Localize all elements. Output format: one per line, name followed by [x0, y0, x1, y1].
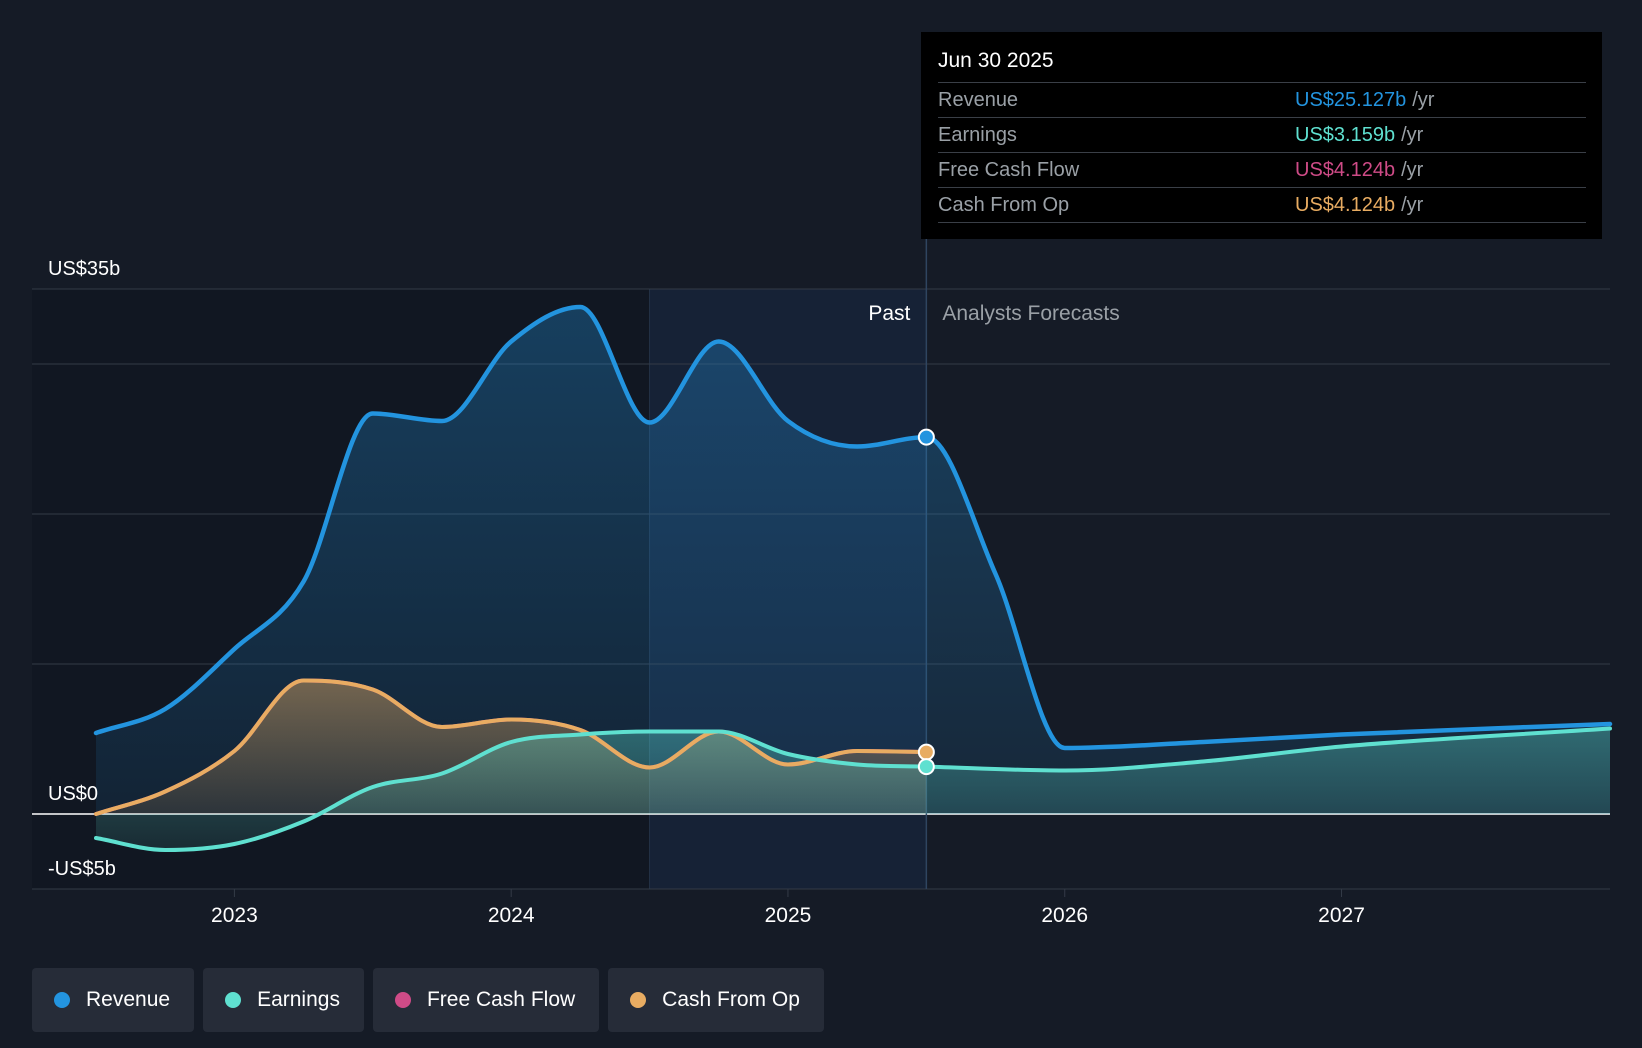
x-tick-label: 2026 — [1041, 904, 1088, 927]
cfo-marker — [917, 743, 935, 761]
tooltip-label: Revenue — [938, 88, 1019, 111]
tooltip-unit: /yr — [1401, 158, 1424, 181]
legend-label: Earnings — [257, 988, 340, 1011]
forecast-label: Analysts Forecasts — [942, 302, 1119, 325]
data-tooltip: Jun 30 2025 Revenue US$25.127b /yr Earni… — [921, 32, 1602, 239]
tooltip-row-cash-from-op: Cash From Op US$4.124b /yr — [938, 187, 1586, 223]
tooltip-value: US$4.124b — [1295, 158, 1396, 181]
tooltip-value: US$3.159b — [1295, 123, 1396, 146]
tooltip-unit: /yr — [1412, 88, 1435, 111]
tooltip-label: Cash From Op — [938, 193, 1070, 216]
earnings-marker — [917, 758, 935, 776]
revenue-area — [96, 307, 1610, 814]
legend: Revenue Earnings Free Cash Flow Cash Fro… — [32, 968, 824, 1032]
tooltip-value: US$4.124b — [1295, 193, 1396, 216]
legend-item-revenue[interactable]: Revenue — [32, 968, 195, 1032]
revenue-marker — [917, 428, 935, 446]
earnings-dot-icon — [225, 992, 242, 1008]
tooltip-row-free-cash-flow: Free Cash Flow US$4.124b /yr — [938, 152, 1586, 187]
tooltip-unit: /yr — [1401, 123, 1424, 146]
legend-label: Cash From Op — [662, 988, 800, 1011]
legend-item-free-cash-flow[interactable]: Free Cash Flow — [372, 968, 600, 1032]
y-tick-label: -US$5b — [48, 858, 116, 880]
x-tick-label: 2023 — [211, 904, 258, 927]
cash-from-op-dot-icon — [630, 992, 647, 1008]
legend-item-cash-from-op[interactable]: Cash From Op — [608, 968, 824, 1032]
x-tick-label: 2024 — [488, 904, 535, 927]
tooltip-value: US$25.127b — [1295, 88, 1407, 111]
legend-label: Revenue — [86, 988, 171, 1011]
revenue-line — [93, 304, 1613, 751]
free-cash-flow-dot-icon — [394, 992, 411, 1008]
tooltip-unit: /yr — [1401, 193, 1424, 216]
earnings-line — [94, 726, 1612, 853]
tooltip-row-revenue: Revenue US$25.127b /yr — [938, 82, 1586, 117]
y-tick-label: US$0 — [48, 783, 98, 805]
x-tick-label: 2027 — [1318, 904, 1365, 927]
revenue-dot-icon — [54, 992, 70, 1008]
y-tick-label: US$35b — [48, 258, 120, 280]
tooltip-label: Earnings — [938, 123, 1017, 146]
cash-from-op-line — [94, 678, 929, 816]
x-tick-label: 2025 — [765, 904, 812, 927]
past-label: Past — [868, 302, 910, 325]
legend-item-earnings[interactable]: Earnings — [203, 968, 364, 1032]
tooltip-row-earnings: Earnings US$3.159b /yr — [938, 117, 1586, 152]
tooltip-date: Jun 30 2025 — [938, 49, 1054, 72]
legend-label: Free Cash Flow — [426, 988, 576, 1011]
tooltip-label: Free Cash Flow — [938, 158, 1080, 181]
